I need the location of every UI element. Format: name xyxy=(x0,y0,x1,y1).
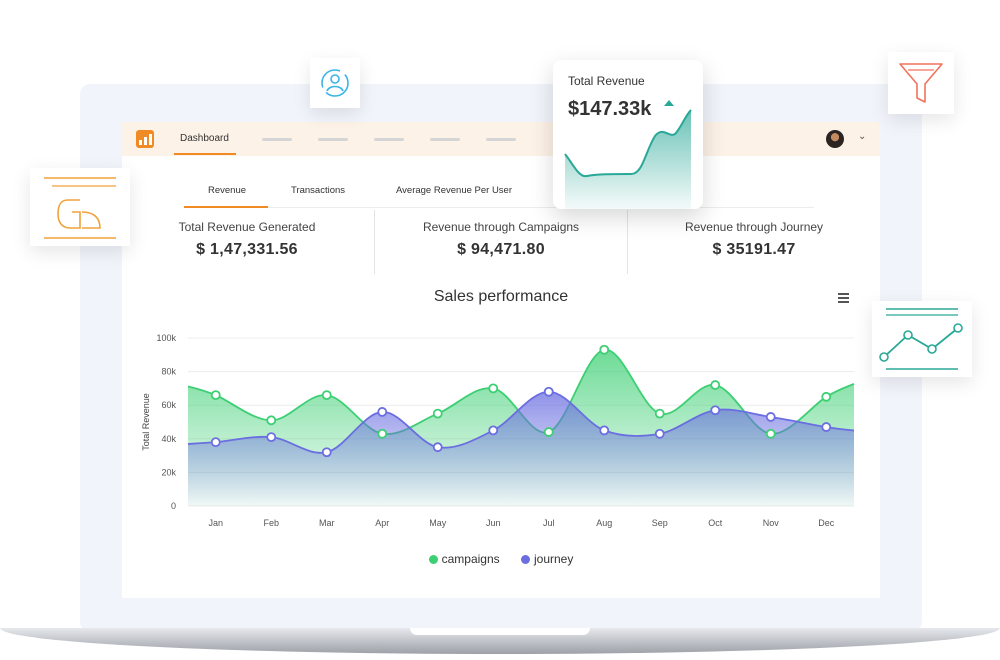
legend-label: campaigns xyxy=(441,552,500,566)
tab-active-indicator xyxy=(184,206,268,208)
data-point-journey[interactable] xyxy=(765,412,776,422)
stat-journey-revenue: Revenue through Journey $ 35191.47 xyxy=(629,220,879,259)
data-point-campaigns[interactable] xyxy=(821,391,832,402)
stat-divider xyxy=(374,210,375,274)
top-bar: Dashboard ⌄ xyxy=(122,122,880,156)
dashboard-app: Dashboard ⌄ Revenue Transactions Average… xyxy=(122,122,880,598)
stat-campaign-revenue: Revenue through Campaigns $ 94,471.80 xyxy=(376,220,626,259)
legend-item-journey[interactable]: journey xyxy=(521,552,573,566)
legend-label: journey xyxy=(534,552,574,566)
x-tick-label: Nov xyxy=(763,518,780,528)
nav-item-placeholder[interactable] xyxy=(318,138,348,141)
data-point-campaigns[interactable] xyxy=(543,427,554,437)
data-point-journey[interactable] xyxy=(432,442,443,453)
x-tick-label: May xyxy=(429,518,447,528)
y-tick-label: 100k xyxy=(156,333,176,343)
tab-average-revenue-per-user[interactable]: Average Revenue Per User xyxy=(396,185,512,196)
line-chart-card xyxy=(872,301,972,377)
revenue-card-title: Total Revenue xyxy=(568,74,645,88)
stat-value: $ 1,47,331.56 xyxy=(196,241,298,258)
data-point-campaigns[interactable] xyxy=(488,383,499,394)
document-icon xyxy=(44,177,116,239)
tab-revenue[interactable]: Revenue xyxy=(208,185,247,196)
chart-menu-icon[interactable] xyxy=(838,293,849,305)
chevron-down-icon[interactable]: ⌄ xyxy=(858,131,867,142)
data-point-campaigns[interactable] xyxy=(599,344,610,355)
data-point-journey[interactable] xyxy=(321,447,332,458)
revenue-sparkline xyxy=(564,109,692,209)
nav-item-placeholder[interactable] xyxy=(430,138,460,141)
y-tick-label: 80k xyxy=(161,367,176,377)
nav-item-placeholder[interactable] xyxy=(262,138,292,141)
funnel-icon xyxy=(899,63,943,103)
chart-title: Sales performance xyxy=(433,288,569,305)
stat-label: Revenue through Journey xyxy=(684,220,824,234)
data-point-campaigns[interactable] xyxy=(432,408,443,419)
stat-label: Revenue through Campaigns xyxy=(422,220,580,234)
data-point-journey[interactable] xyxy=(210,437,221,448)
nav-active-indicator xyxy=(174,153,236,155)
nav-item-placeholder[interactable] xyxy=(374,138,404,141)
x-tick-label: Aug xyxy=(596,518,612,528)
x-tick-label: Sep xyxy=(652,518,668,528)
stat-divider xyxy=(627,210,628,274)
x-tick-label: Mar xyxy=(319,518,335,528)
x-tick-label: Apr xyxy=(375,518,389,528)
series-line-journey xyxy=(187,390,855,454)
document-card xyxy=(30,168,130,246)
y-tick-label: 60k xyxy=(161,400,176,410)
legend-dot xyxy=(428,555,438,564)
y-tick-label: 20k xyxy=(161,467,176,477)
data-point-campaigns[interactable] xyxy=(377,428,388,439)
funnel-card xyxy=(888,52,954,114)
logo-icon[interactable] xyxy=(136,130,154,148)
laptop-notch xyxy=(410,628,590,635)
legend-item-campaigns[interactable]: campaigns xyxy=(428,552,500,566)
trend-up-icon xyxy=(664,100,674,106)
tabs-divider xyxy=(184,207,814,208)
data-point-campaigns[interactable] xyxy=(321,390,332,401)
stat-value: $ 35191.47 xyxy=(712,241,796,258)
data-point-journey[interactable] xyxy=(543,386,554,397)
revenue-card-value: $147.33k xyxy=(568,98,652,120)
stat-label: Total Revenue Generated xyxy=(178,220,316,234)
user-sync-card xyxy=(310,58,360,108)
x-tick-label: Oct xyxy=(708,518,723,528)
nav-item-placeholder[interactable] xyxy=(486,138,516,141)
data-point-journey[interactable] xyxy=(710,405,721,416)
data-point-campaigns[interactable] xyxy=(765,428,776,439)
series-area-journey xyxy=(188,391,854,506)
stat-total-revenue: Total Revenue Generated $ 1,47,331.56 xyxy=(122,220,372,259)
x-tick-label: Jun xyxy=(486,518,501,528)
x-tick-label: Jul xyxy=(543,518,555,528)
tab-transactions[interactable]: Transactions xyxy=(291,185,346,196)
data-point-journey[interactable] xyxy=(377,407,388,417)
y-tick-label: 40k xyxy=(161,434,176,444)
x-tick-label: Feb xyxy=(263,518,279,528)
data-point-journey[interactable] xyxy=(266,432,277,443)
total-revenue-card: Total Revenue $147.33k xyxy=(553,60,703,209)
data-point-campaigns[interactable] xyxy=(210,390,221,401)
stat-value: $ 94,471.80 xyxy=(457,241,545,258)
line-chart-icon xyxy=(879,308,963,370)
data-point-journey[interactable] xyxy=(654,428,665,439)
data-point-campaigns[interactable] xyxy=(710,380,721,390)
sales-performance-chart: 0 20k 40k 60k 80k 100k Jan Feb Mar Apr May Jun Jul Au… xyxy=(141,333,855,528)
y-axis-label: Total Revenue xyxy=(141,393,151,451)
data-point-campaigns[interactable] xyxy=(266,415,277,426)
legend-dot xyxy=(521,555,530,564)
chart-legend: campaigns journey xyxy=(122,552,880,566)
x-tick-label: Dec xyxy=(818,518,835,528)
data-point-journey[interactable] xyxy=(599,425,610,436)
data-point-journey[interactable] xyxy=(488,425,499,436)
avatar[interactable] xyxy=(826,130,844,148)
nav-dashboard[interactable]: Dashboard xyxy=(180,133,229,144)
x-tick-label: Jan xyxy=(208,518,223,528)
data-point-journey[interactable] xyxy=(821,422,832,432)
y-tick-label: 0 xyxy=(171,501,176,511)
data-point-campaigns[interactable] xyxy=(654,408,665,419)
user-sync-icon xyxy=(321,69,349,97)
